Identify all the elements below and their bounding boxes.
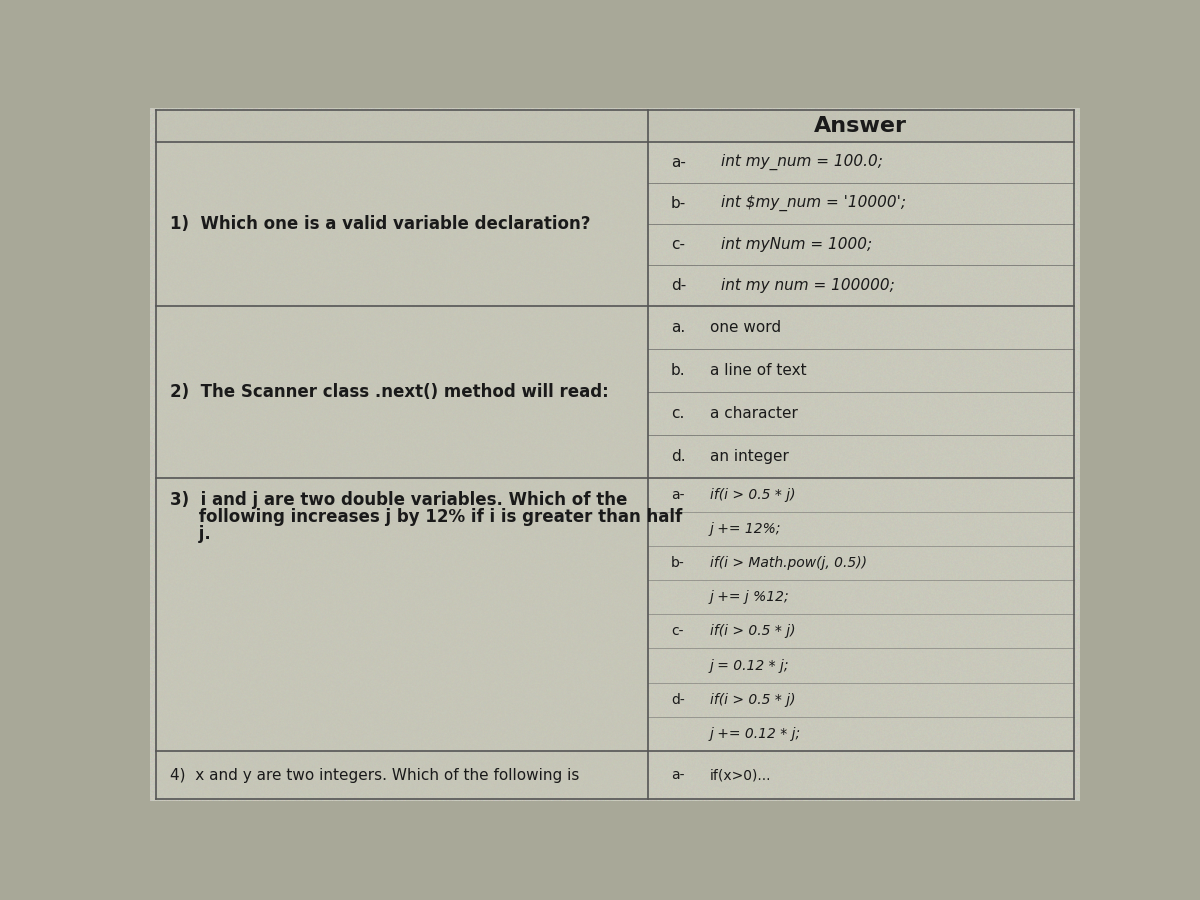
Text: if(i > 0.5 * j): if(i > 0.5 * j)	[709, 693, 796, 706]
Text: j = 0.12 * j;: j = 0.12 * j;	[709, 659, 790, 672]
Text: 1)  Which one is a valid variable declaration?: 1) Which one is a valid variable declara…	[170, 215, 590, 233]
Bar	[648, 306, 1074, 478]
Text: one word: one word	[709, 320, 781, 335]
Text: a line of text: a line of text	[709, 363, 806, 378]
Text: j += 12%;: j += 12%;	[709, 522, 781, 536]
Text: a-: a-	[671, 769, 684, 782]
Bar	[156, 142, 648, 306]
Text: c.: c.	[671, 406, 684, 420]
Bar	[648, 751, 1074, 799]
Bar	[156, 478, 648, 751]
Text: 3)  i and j are two double variables. Which of the: 3) i and j are two double variables. Whi…	[170, 491, 628, 509]
Text: d.: d.	[671, 448, 685, 464]
Text: j += j %12;: j += j %12;	[709, 590, 790, 604]
Text: d-: d-	[671, 278, 686, 293]
Text: j += 0.12 * j;: j += 0.12 * j;	[709, 727, 800, 741]
Bar	[648, 478, 1074, 751]
Text: if(i > 0.5 * j): if(i > 0.5 * j)	[709, 625, 796, 638]
Text: 2)  The Scanner class .next() method will read:: 2) The Scanner class .next() method will…	[170, 382, 608, 400]
Text: c-: c-	[671, 625, 683, 638]
Text: d-: d-	[671, 693, 684, 706]
Text: b.: b.	[671, 363, 685, 378]
Bar	[156, 110, 1074, 142]
Text: c-: c-	[671, 237, 685, 252]
Text: int $my_num = '10000';: int $my_num = '10000';	[721, 195, 906, 212]
Text: a.: a.	[671, 320, 685, 335]
Text: a-: a-	[671, 488, 684, 501]
Text: Answer: Answer	[814, 116, 907, 136]
Bar	[156, 306, 648, 478]
Text: int myNum = 1000;: int myNum = 1000;	[721, 237, 872, 252]
Text: a character: a character	[709, 406, 798, 420]
Text: b-: b-	[671, 196, 686, 211]
Text: int my_num = 100.0;: int my_num = 100.0;	[721, 154, 883, 170]
Text: if(i > Math.pow(j, 0.5)): if(i > Math.pow(j, 0.5))	[709, 556, 866, 570]
Text: b-: b-	[671, 556, 684, 570]
Text: if(x>0)...: if(x>0)...	[709, 769, 772, 782]
Text: if(i > 0.5 * j): if(i > 0.5 * j)	[709, 488, 796, 501]
Text: an integer: an integer	[709, 448, 788, 464]
Text: int my num = 100000;: int my num = 100000;	[721, 278, 895, 293]
Text: following increases j by 12% if i is greater than half: following increases j by 12% if i is gre…	[170, 508, 683, 526]
Bar	[156, 751, 648, 799]
Text: 4)  x and y are two integers. Which of the following is: 4) x and y are two integers. Which of th…	[170, 768, 580, 783]
Text: j.: j.	[170, 526, 211, 544]
Bar	[648, 142, 1074, 306]
Text: a-: a-	[671, 155, 685, 170]
